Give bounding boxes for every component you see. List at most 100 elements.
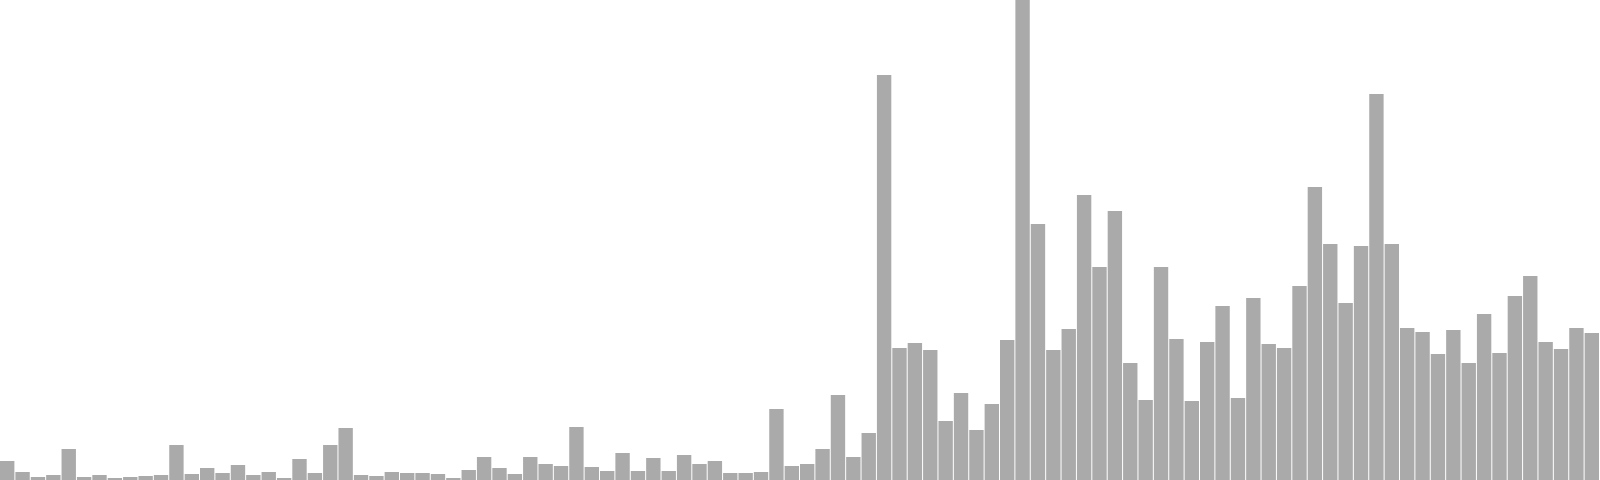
- bar: [107, 478, 123, 480]
- bar: [1230, 398, 1246, 480]
- bar: [1076, 195, 1092, 480]
- bar: [1292, 286, 1307, 480]
- bar: [1138, 400, 1153, 480]
- bar: [538, 464, 553, 480]
- bar: [123, 477, 138, 480]
- bar: [261, 472, 276, 480]
- bar: [630, 471, 646, 480]
- bar: [1569, 328, 1584, 480]
- bar: [1107, 211, 1123, 480]
- bar: [307, 473, 323, 480]
- bar: [369, 476, 384, 480]
- bar: [1046, 350, 1061, 480]
- bar: [600, 471, 615, 480]
- bar: [15, 472, 30, 480]
- bar: [707, 461, 723, 480]
- bar: [92, 475, 107, 480]
- bar: [400, 473, 415, 480]
- bar: [1276, 348, 1292, 480]
- bar: [738, 473, 753, 480]
- bar: [1353, 246, 1369, 480]
- bar: [200, 468, 215, 480]
- bar: [938, 421, 953, 480]
- bar: [230, 465, 246, 480]
- bar: [153, 475, 169, 480]
- bar: [953, 393, 969, 480]
- bar: [415, 473, 430, 480]
- bar: [753, 472, 769, 480]
- bar: [723, 473, 738, 480]
- bar: [1000, 340, 1015, 480]
- bar: [1400, 328, 1415, 480]
- bar: [1384, 244, 1399, 480]
- bar: [523, 457, 538, 480]
- bar: [1030, 224, 1046, 480]
- bar: [0, 461, 15, 480]
- bar: [1476, 314, 1492, 480]
- bar: [1523, 276, 1538, 480]
- bar: [1246, 298, 1261, 480]
- bar: [1184, 401, 1199, 480]
- bar: [292, 459, 307, 480]
- bar: [430, 474, 446, 480]
- bar: [1061, 329, 1076, 480]
- bar: [584, 467, 599, 480]
- bar: [384, 472, 399, 480]
- bar: [692, 464, 707, 480]
- bar: [507, 474, 523, 480]
- bar: [446, 478, 461, 480]
- bar: [784, 466, 799, 480]
- bar: [1261, 344, 1276, 480]
- bar: [861, 433, 876, 480]
- bar: [46, 475, 61, 480]
- bar: [169, 445, 184, 480]
- bar: [984, 404, 999, 480]
- bar: [138, 476, 153, 480]
- bar: [1200, 342, 1215, 480]
- bar: [338, 428, 353, 480]
- bar: [1123, 363, 1138, 480]
- bar: [353, 475, 369, 480]
- bar: [1215, 306, 1230, 480]
- bar: [1461, 363, 1476, 480]
- bar: [892, 348, 907, 480]
- bar: [569, 427, 584, 480]
- bar: [323, 445, 338, 480]
- bar: [246, 475, 261, 480]
- bar: [1584, 333, 1599, 480]
- bar: [661, 471, 676, 480]
- bar: [553, 466, 569, 480]
- bar: [461, 470, 476, 480]
- bar: [646, 458, 661, 480]
- bar: [907, 343, 923, 480]
- bar: [1015, 0, 1030, 480]
- bar: [1338, 303, 1353, 480]
- bar: [846, 457, 861, 480]
- bar: [76, 477, 92, 480]
- bar: [1307, 187, 1323, 480]
- bar: [830, 395, 846, 480]
- bar: [492, 468, 507, 480]
- bar: [769, 409, 784, 480]
- bar: [1153, 267, 1169, 480]
- bar: [800, 464, 815, 480]
- bar: [615, 453, 630, 480]
- bar: [676, 455, 692, 480]
- bar: [1492, 353, 1507, 480]
- bar: [1553, 349, 1569, 480]
- bar: [215, 473, 230, 480]
- bar: [61, 449, 76, 480]
- bar: [1169, 339, 1184, 480]
- bar: [1507, 296, 1523, 480]
- bar: [30, 477, 46, 480]
- bar: [1538, 342, 1553, 480]
- bar: [1323, 244, 1338, 480]
- bar: [276, 478, 292, 480]
- bar: [476, 457, 492, 480]
- bar: [815, 449, 830, 480]
- bar: [1446, 330, 1461, 480]
- bar: [923, 350, 938, 480]
- bar: [1369, 94, 1384, 480]
